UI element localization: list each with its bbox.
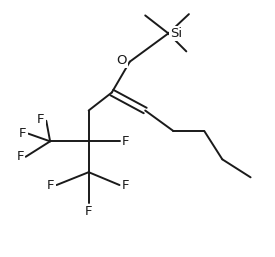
Text: F: F	[19, 127, 26, 140]
Text: F: F	[122, 135, 129, 148]
Text: Si: Si	[170, 27, 183, 40]
Text: F: F	[16, 150, 24, 163]
Text: F: F	[47, 179, 55, 191]
Text: F: F	[37, 113, 45, 126]
Text: F: F	[122, 179, 129, 191]
Text: F: F	[85, 205, 92, 218]
Text: O: O	[117, 54, 127, 67]
